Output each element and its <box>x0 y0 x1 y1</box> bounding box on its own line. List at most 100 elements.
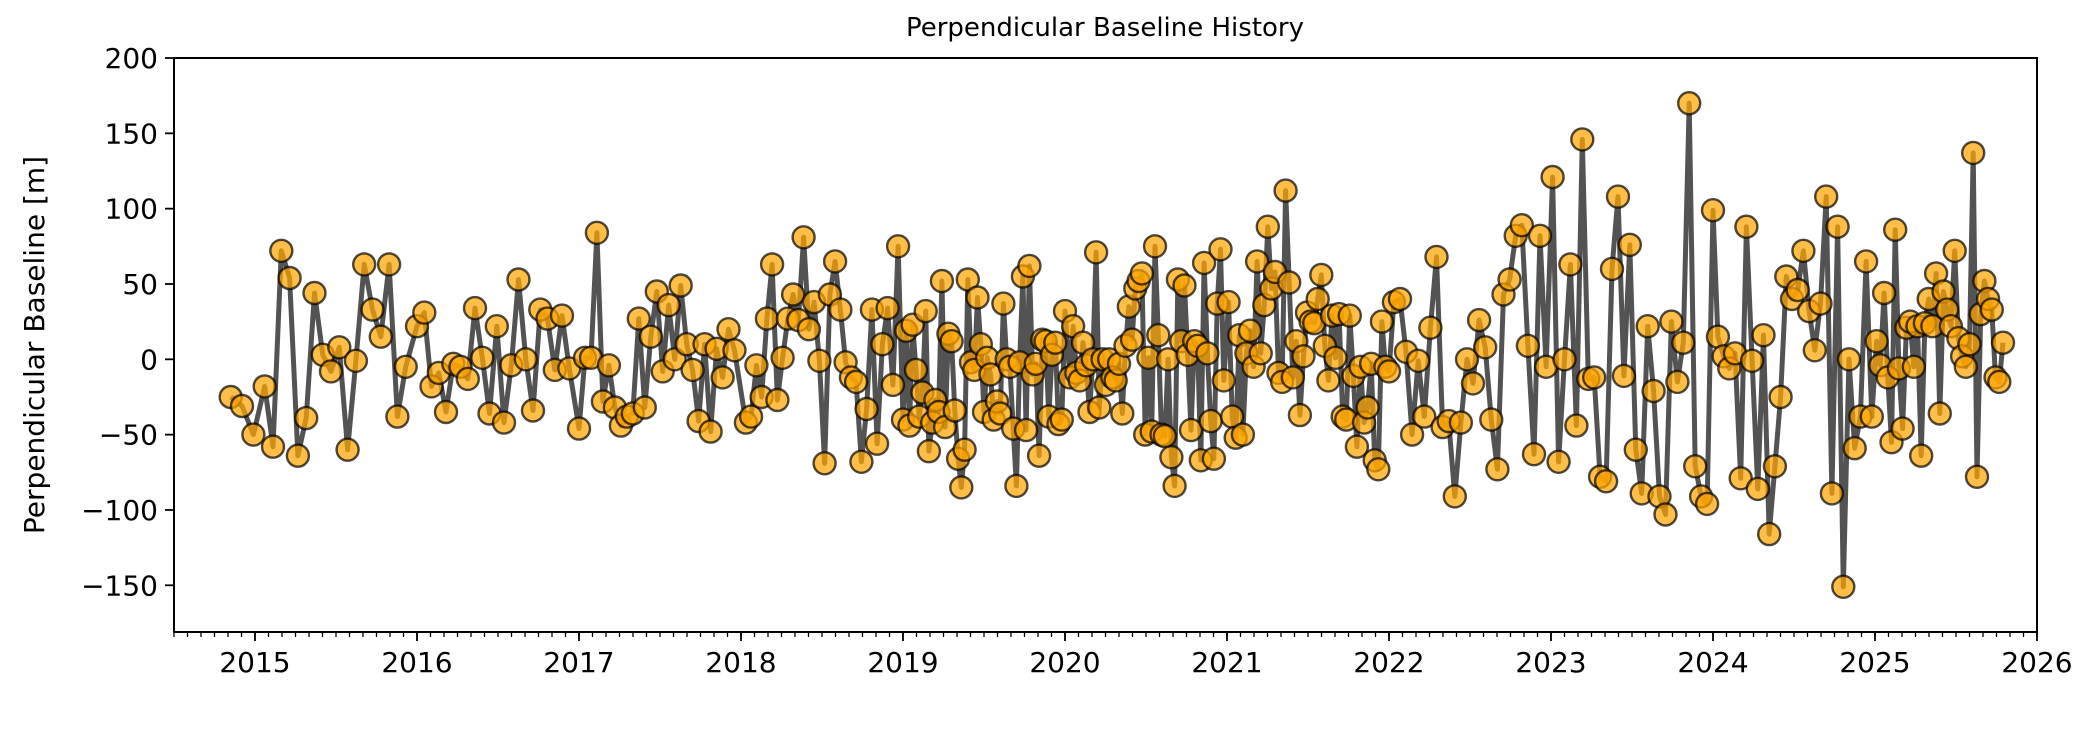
data-point <box>549 303 575 328</box>
data-point <box>1191 250 1217 276</box>
data-point <box>1013 417 1039 443</box>
data-point <box>812 451 837 476</box>
data-point <box>412 300 437 325</box>
data-point <box>1509 212 1535 238</box>
data-point <box>260 434 286 459</box>
data-point <box>1198 408 1223 434</box>
data-point <box>1901 354 1927 379</box>
data-point <box>1376 359 1402 384</box>
data-point <box>1497 267 1522 292</box>
data-point <box>754 306 780 331</box>
data-point <box>1521 442 1547 467</box>
data-point <box>1208 237 1233 262</box>
data-point <box>680 357 705 383</box>
data-point <box>1026 443 1052 468</box>
data-point <box>1802 338 1828 363</box>
data-point <box>1152 423 1178 449</box>
data-point <box>1751 323 1776 348</box>
data-point <box>949 475 974 500</box>
data-point <box>1908 443 1934 468</box>
data-point <box>796 317 822 342</box>
y-tick-label: 200 <box>105 42 158 75</box>
data-point <box>864 431 890 456</box>
data-point <box>698 419 723 444</box>
data-point <box>1665 369 1690 395</box>
data-point <box>1791 238 1816 264</box>
data-point <box>1309 262 1334 288</box>
data-point <box>241 422 266 447</box>
data-point <box>1836 347 1862 372</box>
y-tick-label: −100 <box>81 494 158 527</box>
data-point <box>1859 404 1885 429</box>
data-point <box>1953 354 1979 379</box>
data-point <box>1611 363 1637 389</box>
data-point <box>1087 395 1112 420</box>
data-point <box>1599 256 1625 282</box>
data-point <box>1785 277 1810 303</box>
data-point <box>302 280 327 306</box>
data-point <box>885 234 911 259</box>
data-point <box>1540 164 1565 190</box>
data-point <box>1739 348 1765 373</box>
data-point <box>1987 369 2012 395</box>
data-point <box>513 347 538 372</box>
x-tick-label: 2016 <box>381 646 452 679</box>
data-point <box>1671 330 1696 355</box>
data-point <box>1017 253 1042 279</box>
data-point <box>566 416 592 441</box>
y-tick-label: −150 <box>81 569 158 602</box>
data-point <box>1485 457 1510 482</box>
data-point <box>1515 333 1541 358</box>
data-point <box>1964 464 1990 489</box>
data-point <box>738 404 764 429</box>
data-point <box>1248 341 1273 366</box>
data-point <box>929 268 955 294</box>
x-tick-label: 2020 <box>1029 646 1100 679</box>
data-point <box>1146 323 1171 348</box>
y-tick-label: 100 <box>105 193 158 226</box>
data-point <box>335 437 360 462</box>
data-point <box>1043 330 1068 355</box>
data-point <box>1316 368 1341 393</box>
data-point <box>1871 280 1897 306</box>
data-point <box>1927 401 1953 426</box>
data-point <box>376 252 402 277</box>
data-point <box>433 399 459 425</box>
data-point <box>952 437 977 462</box>
data-point <box>584 220 610 246</box>
data-point <box>770 345 795 370</box>
data-point <box>484 314 509 339</box>
data-point <box>1418 315 1443 340</box>
data-point <box>1682 454 1708 479</box>
data-point <box>1745 476 1771 502</box>
data-point <box>352 252 377 277</box>
data-point <box>916 439 942 464</box>
data-point <box>1412 404 1437 429</box>
data-point <box>1635 314 1660 339</box>
data-point <box>1195 341 1220 366</box>
data-point <box>1864 329 1889 354</box>
data-point <box>626 306 651 331</box>
data-point <box>765 387 790 413</box>
data-point <box>1546 449 1571 474</box>
data-point <box>1979 297 2005 322</box>
data-point <box>1617 232 1643 258</box>
data-point <box>1842 436 1867 461</box>
data-point <box>656 292 681 318</box>
data-point <box>1273 178 1298 203</box>
data-point <box>1211 368 1237 393</box>
x-tick-label: 2024 <box>1677 646 1748 679</box>
data-point <box>1527 223 1553 249</box>
x-tick-label: 2015 <box>219 646 290 679</box>
data-point <box>1479 407 1504 432</box>
data-point <box>1280 365 1306 390</box>
data-point <box>1676 90 1702 116</box>
data-point <box>854 396 879 422</box>
data-point <box>1700 197 1726 223</box>
data-point <box>1768 384 1793 410</box>
data-point <box>1853 249 1879 274</box>
data-point <box>1291 344 1316 369</box>
data-point <box>903 357 929 383</box>
y-tick-label: 150 <box>105 117 158 150</box>
data-point <box>1762 454 1788 479</box>
